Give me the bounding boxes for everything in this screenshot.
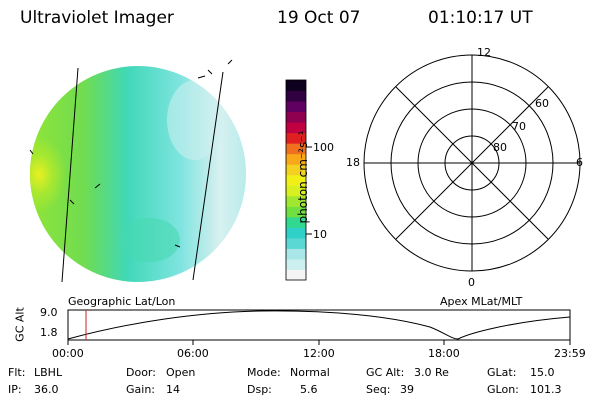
polar-plot xyxy=(363,54,581,272)
altitude-ytick-top: 9.0 xyxy=(40,306,58,319)
altitude-ytick-bottom: 1.8 xyxy=(40,326,58,339)
xtick-1800: 18:00 xyxy=(428,347,460,360)
dsp-value: 5.6 xyxy=(300,383,318,396)
colorbar-segment xyxy=(286,143,306,155)
time-label: 01:10:17 UT xyxy=(428,8,533,28)
flt-value: LBHL xyxy=(34,366,63,379)
gain-value: 14 xyxy=(166,383,180,396)
seq-label: Seq: xyxy=(366,383,391,396)
colorbar-frame xyxy=(285,79,307,281)
colorbar-segment xyxy=(286,258,306,270)
gcalt-value: 3.0 Re xyxy=(414,366,449,379)
flt-label: Flt: xyxy=(8,366,26,379)
altitude-plot-frame xyxy=(67,309,571,341)
date-label: 19 Oct 07 xyxy=(277,8,361,28)
colorbar-segment xyxy=(286,185,306,197)
xtick-1200: 12:00 xyxy=(303,347,335,360)
colorbar-label-100: 100 xyxy=(313,141,334,154)
colorbar-segment xyxy=(286,111,306,123)
geographic-label: Geographic Lat/Lon xyxy=(68,295,176,308)
colorbar-segment xyxy=(286,248,306,260)
coastline-fragments xyxy=(29,59,233,248)
colorbar-segment xyxy=(286,164,306,176)
seq-value: 39 xyxy=(400,383,414,396)
colorbar-segment xyxy=(286,216,306,228)
xtick-0600: 06:00 xyxy=(177,347,209,360)
glon-value: 101.3 xyxy=(530,383,562,396)
mode-label: Mode: xyxy=(247,366,281,379)
ip-value: 36.0 xyxy=(34,383,59,396)
colorbar-segment xyxy=(286,174,306,186)
xtick-2359: 23:59 xyxy=(554,347,586,360)
glat-label: GLat: xyxy=(487,366,517,379)
colorbar-segment xyxy=(286,269,306,281)
xtick-0000: 00:00 xyxy=(52,347,84,360)
mode-value: Normal xyxy=(290,366,330,379)
glon-label: GLon: xyxy=(487,383,519,396)
altitude-plot xyxy=(67,309,571,345)
longitude-line-left xyxy=(61,67,79,283)
dsp-label: Dsp: xyxy=(247,383,272,396)
colorbar-segment xyxy=(286,206,306,218)
door-value: Open xyxy=(166,366,196,379)
colorbar-segment xyxy=(286,101,306,113)
ip-label: IP: xyxy=(8,383,22,396)
uv-image xyxy=(29,59,246,283)
apex-label: Apex MLat/MLT xyxy=(440,295,523,308)
mlt-label-18: 18 xyxy=(346,156,360,169)
colorbar-segment xyxy=(286,132,306,144)
mlat-label-70: 70 xyxy=(512,120,526,133)
instrument-title: Ultraviolet Imager xyxy=(20,8,174,28)
colorbar-segment xyxy=(286,122,306,134)
altitude-curve xyxy=(67,310,571,340)
gain-label: Gain: xyxy=(126,383,155,396)
bright-region xyxy=(30,125,96,235)
colorbar-unit-label: photon cm⁻²s⁻¹ xyxy=(296,130,310,224)
colorbar-segment xyxy=(286,237,306,249)
door-label: Door: xyxy=(126,366,156,379)
glat-value: 15.0 xyxy=(530,366,555,379)
colorbar-segment xyxy=(286,80,306,92)
altitude-xticks xyxy=(67,340,571,345)
colorbar-segment xyxy=(286,195,306,207)
colorbar-label-10: 10 xyxy=(313,228,327,241)
mlt-label-6: 6 xyxy=(576,156,583,169)
longitude-line-right xyxy=(192,71,224,281)
colorbar-segment xyxy=(286,153,306,165)
mlat-label-60: 60 xyxy=(535,97,549,110)
mlat-label-80: 80 xyxy=(493,141,507,154)
colorbar xyxy=(285,79,312,281)
altitude-ylabel: GC Alt xyxy=(13,307,27,342)
mlt-label-0: 0 xyxy=(468,276,475,289)
gcalt-label: GC Alt: xyxy=(366,366,405,379)
colorbar-segment xyxy=(286,90,306,102)
polar-diagonal-2 xyxy=(395,86,549,240)
mlt-label-12: 12 xyxy=(477,46,491,59)
colorbar-segment xyxy=(286,227,306,239)
